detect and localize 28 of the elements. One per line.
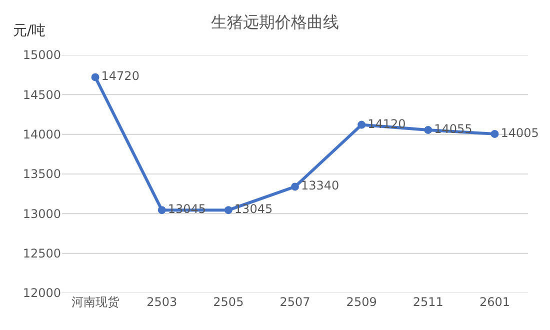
point [158,206,166,214]
data-label: 13045 [168,202,206,216]
x-tick-label: 2505 [213,295,244,309]
point [358,120,366,129]
y-tick-label: 14000 [22,128,61,142]
x-tick-label: 2509 [346,295,377,309]
y-tick-label: 15000 [22,48,61,62]
data-label: 14720 [101,69,140,84]
x-tick-label: 2507 [280,295,310,309]
y-tick-label: 13500 [22,167,61,182]
y-tick-label: 12500 [22,246,61,261]
point [424,126,432,134]
point [91,73,100,82]
point [490,130,499,138]
x-tick-label: 河南现货 [71,295,120,309]
point [224,206,232,214]
point [291,182,299,191]
y-tick-label: 13000 [22,206,61,221]
y-axis-title: 元/吨 [13,23,46,39]
data-label: 13045 [234,202,273,216]
data-label: 14005 [500,126,539,140]
chart-title: 生猪远期价格曲线 [211,12,339,32]
y-tick-label: 14500 [22,88,61,102]
data-label: 13340 [301,178,340,193]
x-tick-label: 2511 [412,295,444,309]
x-tick-label: 2503 [146,295,178,309]
x-tick-label: 2601 [479,295,510,309]
y-tick-label: 12000 [22,286,61,300]
